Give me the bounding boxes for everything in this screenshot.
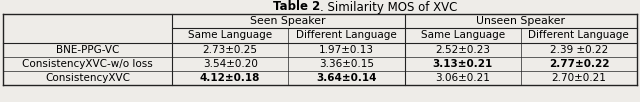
Text: Seen Speaker: Seen Speaker: [250, 16, 326, 26]
Text: 3.54±0.20: 3.54±0.20: [203, 59, 257, 69]
Text: 3.06±0.21: 3.06±0.21: [435, 73, 490, 83]
Text: 2.77±0.22: 2.77±0.22: [548, 59, 609, 69]
Text: . Similarity MOS of XVC: . Similarity MOS of XVC: [320, 1, 458, 13]
Text: 3.36±0.15: 3.36±0.15: [319, 59, 374, 69]
Text: Table 2: Table 2: [273, 1, 320, 13]
Text: Unseen Speaker: Unseen Speaker: [476, 16, 565, 26]
Text: 4.12±0.18: 4.12±0.18: [200, 73, 260, 83]
Text: Same Language: Same Language: [188, 30, 272, 40]
Text: 2.52±0.23: 2.52±0.23: [435, 45, 490, 55]
Text: 1.97±0.13: 1.97±0.13: [319, 45, 374, 55]
Text: 2.70±0.21: 2.70±0.21: [552, 73, 606, 83]
Text: ConsistencyXVC: ConsistencyXVC: [45, 73, 130, 83]
Text: Same Language: Same Language: [420, 30, 505, 40]
Text: 2.73±0.25: 2.73±0.25: [203, 45, 258, 55]
Text: ConsistencyXVC-w/o loss: ConsistencyXVC-w/o loss: [22, 59, 153, 69]
Text: 2.39 ±0.22: 2.39 ±0.22: [550, 45, 608, 55]
Text: 3.13±0.21: 3.13±0.21: [433, 59, 493, 69]
Text: BNE-PPG-VC: BNE-PPG-VC: [56, 45, 119, 55]
Text: 3.64±0.14: 3.64±0.14: [316, 73, 376, 83]
Text: Different Language: Different Language: [529, 30, 629, 40]
Text: Different Language: Different Language: [296, 30, 397, 40]
